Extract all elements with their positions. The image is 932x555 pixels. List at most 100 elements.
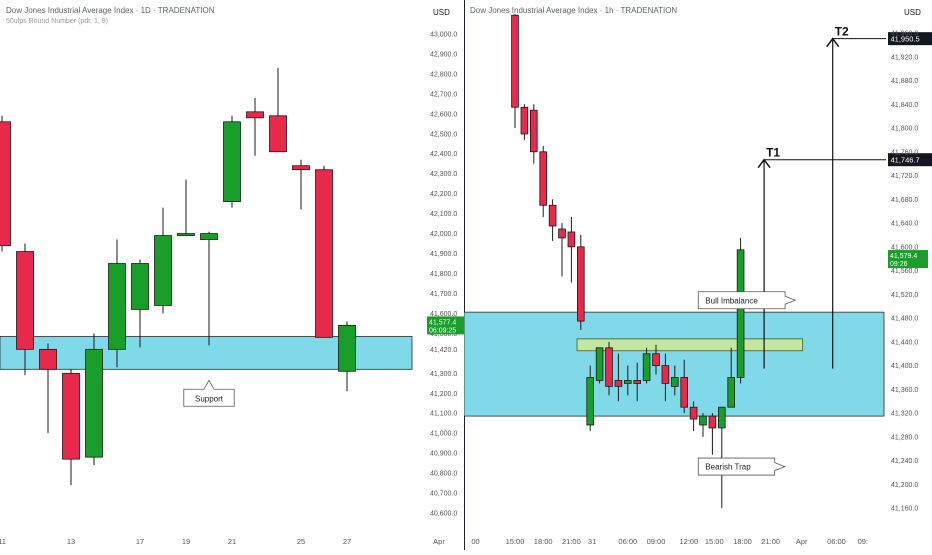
y-tick-label: 42,300.0 (430, 171, 457, 178)
bearish-candle-body (16, 251, 34, 350)
candle (548, 199, 557, 241)
candle (177, 179, 195, 236)
candle (670, 365, 679, 396)
candle (511, 14, 519, 129)
candle (689, 401, 698, 431)
y-tick-label: 41,800.0 (430, 271, 457, 278)
x-tick-label: Apr (433, 537, 445, 546)
daily-candlestick-chart[interactable]: Support43,000.042,900.042,800.042,700.04… (0, 0, 487, 550)
bearish-candle-body (689, 406, 698, 420)
hourly-candlestick-chart[interactable]: T1 41,746.7 T2 41,950.5 Bull Imbalance Bearis… (463, 0, 932, 550)
bullish-candle-body (670, 377, 679, 387)
x-tick-label: 27 (343, 537, 351, 546)
current-price-tag: 41,577.406:09:25 (427, 316, 467, 335)
y-tick-label: 42,400.0 (430, 151, 457, 158)
candle (0, 115, 11, 252)
x-tick-label: 25 (297, 537, 305, 546)
x-tick-label: 13 (67, 537, 75, 546)
target-t2: T2 41,950.5 (826, 25, 932, 369)
candle (246, 97, 264, 156)
x-tick-label: 12:00 (680, 537, 699, 546)
y-tick-label: 41,100.0 (430, 411, 457, 418)
x-tick-label: 21:00 (761, 537, 780, 546)
y-tick-label: 41,160.0 (891, 506, 918, 513)
y-tick-label: 42,500.0 (430, 131, 457, 138)
bearish-candle-body (520, 106, 529, 135)
x-tick-label: Apr (796, 537, 808, 546)
y-tick-label: 41,520.0 (891, 292, 918, 299)
y-tick-label: 42,700.0 (430, 91, 457, 98)
annotation-callout: Support (183, 379, 235, 407)
candle (661, 353, 670, 402)
y-tick-label: 41,240.0 (891, 458, 918, 465)
candle (292, 159, 310, 210)
x-tick-label: 15:00 (705, 537, 724, 546)
candle (558, 223, 566, 277)
bullish-candle-body (108, 263, 126, 350)
y-tick-label: 41,300.0 (430, 371, 457, 378)
candle (154, 207, 172, 314)
y-tick-label: 41,880.0 (891, 78, 918, 85)
bearish-candle-body (652, 353, 660, 367)
current-price-value: 41,577.4 (429, 319, 456, 326)
callout-text: Support (195, 394, 224, 403)
candle (586, 365, 595, 431)
pane-divider[interactable] (464, 0, 465, 550)
candle (623, 365, 632, 396)
target-price-value: 41,950.5 (891, 35, 920, 44)
bearish-candle-body (605, 347, 613, 387)
bearish-candle-body (558, 228, 566, 239)
bullish-candle-body (131, 263, 149, 310)
x-tick-label: 06:00 (827, 537, 846, 546)
bullish-candle-body (699, 415, 707, 426)
bearish-candle-body (539, 151, 548, 206)
candle (39, 343, 57, 434)
candle (269, 67, 287, 153)
x-tick-label: 09: (858, 537, 868, 546)
bearish-candle-body (680, 377, 689, 408)
bullish-candle-body (177, 233, 195, 236)
candle (16, 243, 34, 376)
hourly-chart-pane[interactable]: Dow Jones Industrial Average Index · 1h … (463, 0, 932, 550)
candle (530, 104, 538, 164)
bullish-candle-body (338, 324, 356, 372)
bullish-candle-body (154, 235, 172, 306)
daily-chart-title: Dow Jones Industrial Average Index · 1D … (6, 6, 215, 15)
x-tick-label: 19 (182, 537, 190, 546)
bullish-candle-body (586, 377, 595, 426)
candle-countdown: 09:26 (890, 261, 908, 268)
candle (699, 413, 707, 437)
y-tick-label: 41,920.0 (891, 54, 918, 61)
y-tick-label: 41,960.0 (891, 31, 918, 38)
bearish-candle-body (39, 348, 57, 370)
annotation-callout: Bull Imbalance (697, 291, 797, 310)
daily-chart-pane[interactable]: Dow Jones Industrial Average Index · 1D … (0, 0, 487, 550)
x-axis: 00 15:00 18:00 21:00 31 06:00 09:00 12:00 15:00 1… (471, 537, 868, 546)
target-price-tag (888, 32, 932, 46)
bullish-candle-body (727, 377, 735, 408)
imbalance-band (576, 338, 804, 352)
callout-bubble (697, 291, 797, 310)
x-tick-label: 00 (471, 537, 479, 546)
x-tick-label: 21 (228, 537, 236, 546)
candle (131, 259, 149, 348)
bullish-candle-body (736, 249, 745, 378)
target-label: T2 (835, 25, 849, 39)
y-tick-label: 41,200.0 (891, 482, 918, 489)
bearish-candle-body (567, 231, 576, 248)
candle (717, 406, 726, 509)
candle (315, 165, 333, 338)
target-label: T1 (766, 146, 780, 160)
bullish-candle-body (85, 348, 103, 458)
bearish-candle-body (633, 380, 642, 384)
y-tick-label: 40,600.0 (430, 511, 457, 518)
candle (680, 359, 689, 414)
candle (708, 413, 717, 455)
y-tick-label: 40,900.0 (430, 451, 457, 458)
y-tick-label: 42,100.0 (430, 211, 457, 218)
candle (520, 104, 529, 140)
y-tick-label: 41,320.0 (891, 411, 918, 418)
x-axis: 11131719212527Apr3 (0, 537, 487, 546)
bearish-candle-body (548, 204, 557, 227)
bearish-candle-body (530, 109, 538, 153)
